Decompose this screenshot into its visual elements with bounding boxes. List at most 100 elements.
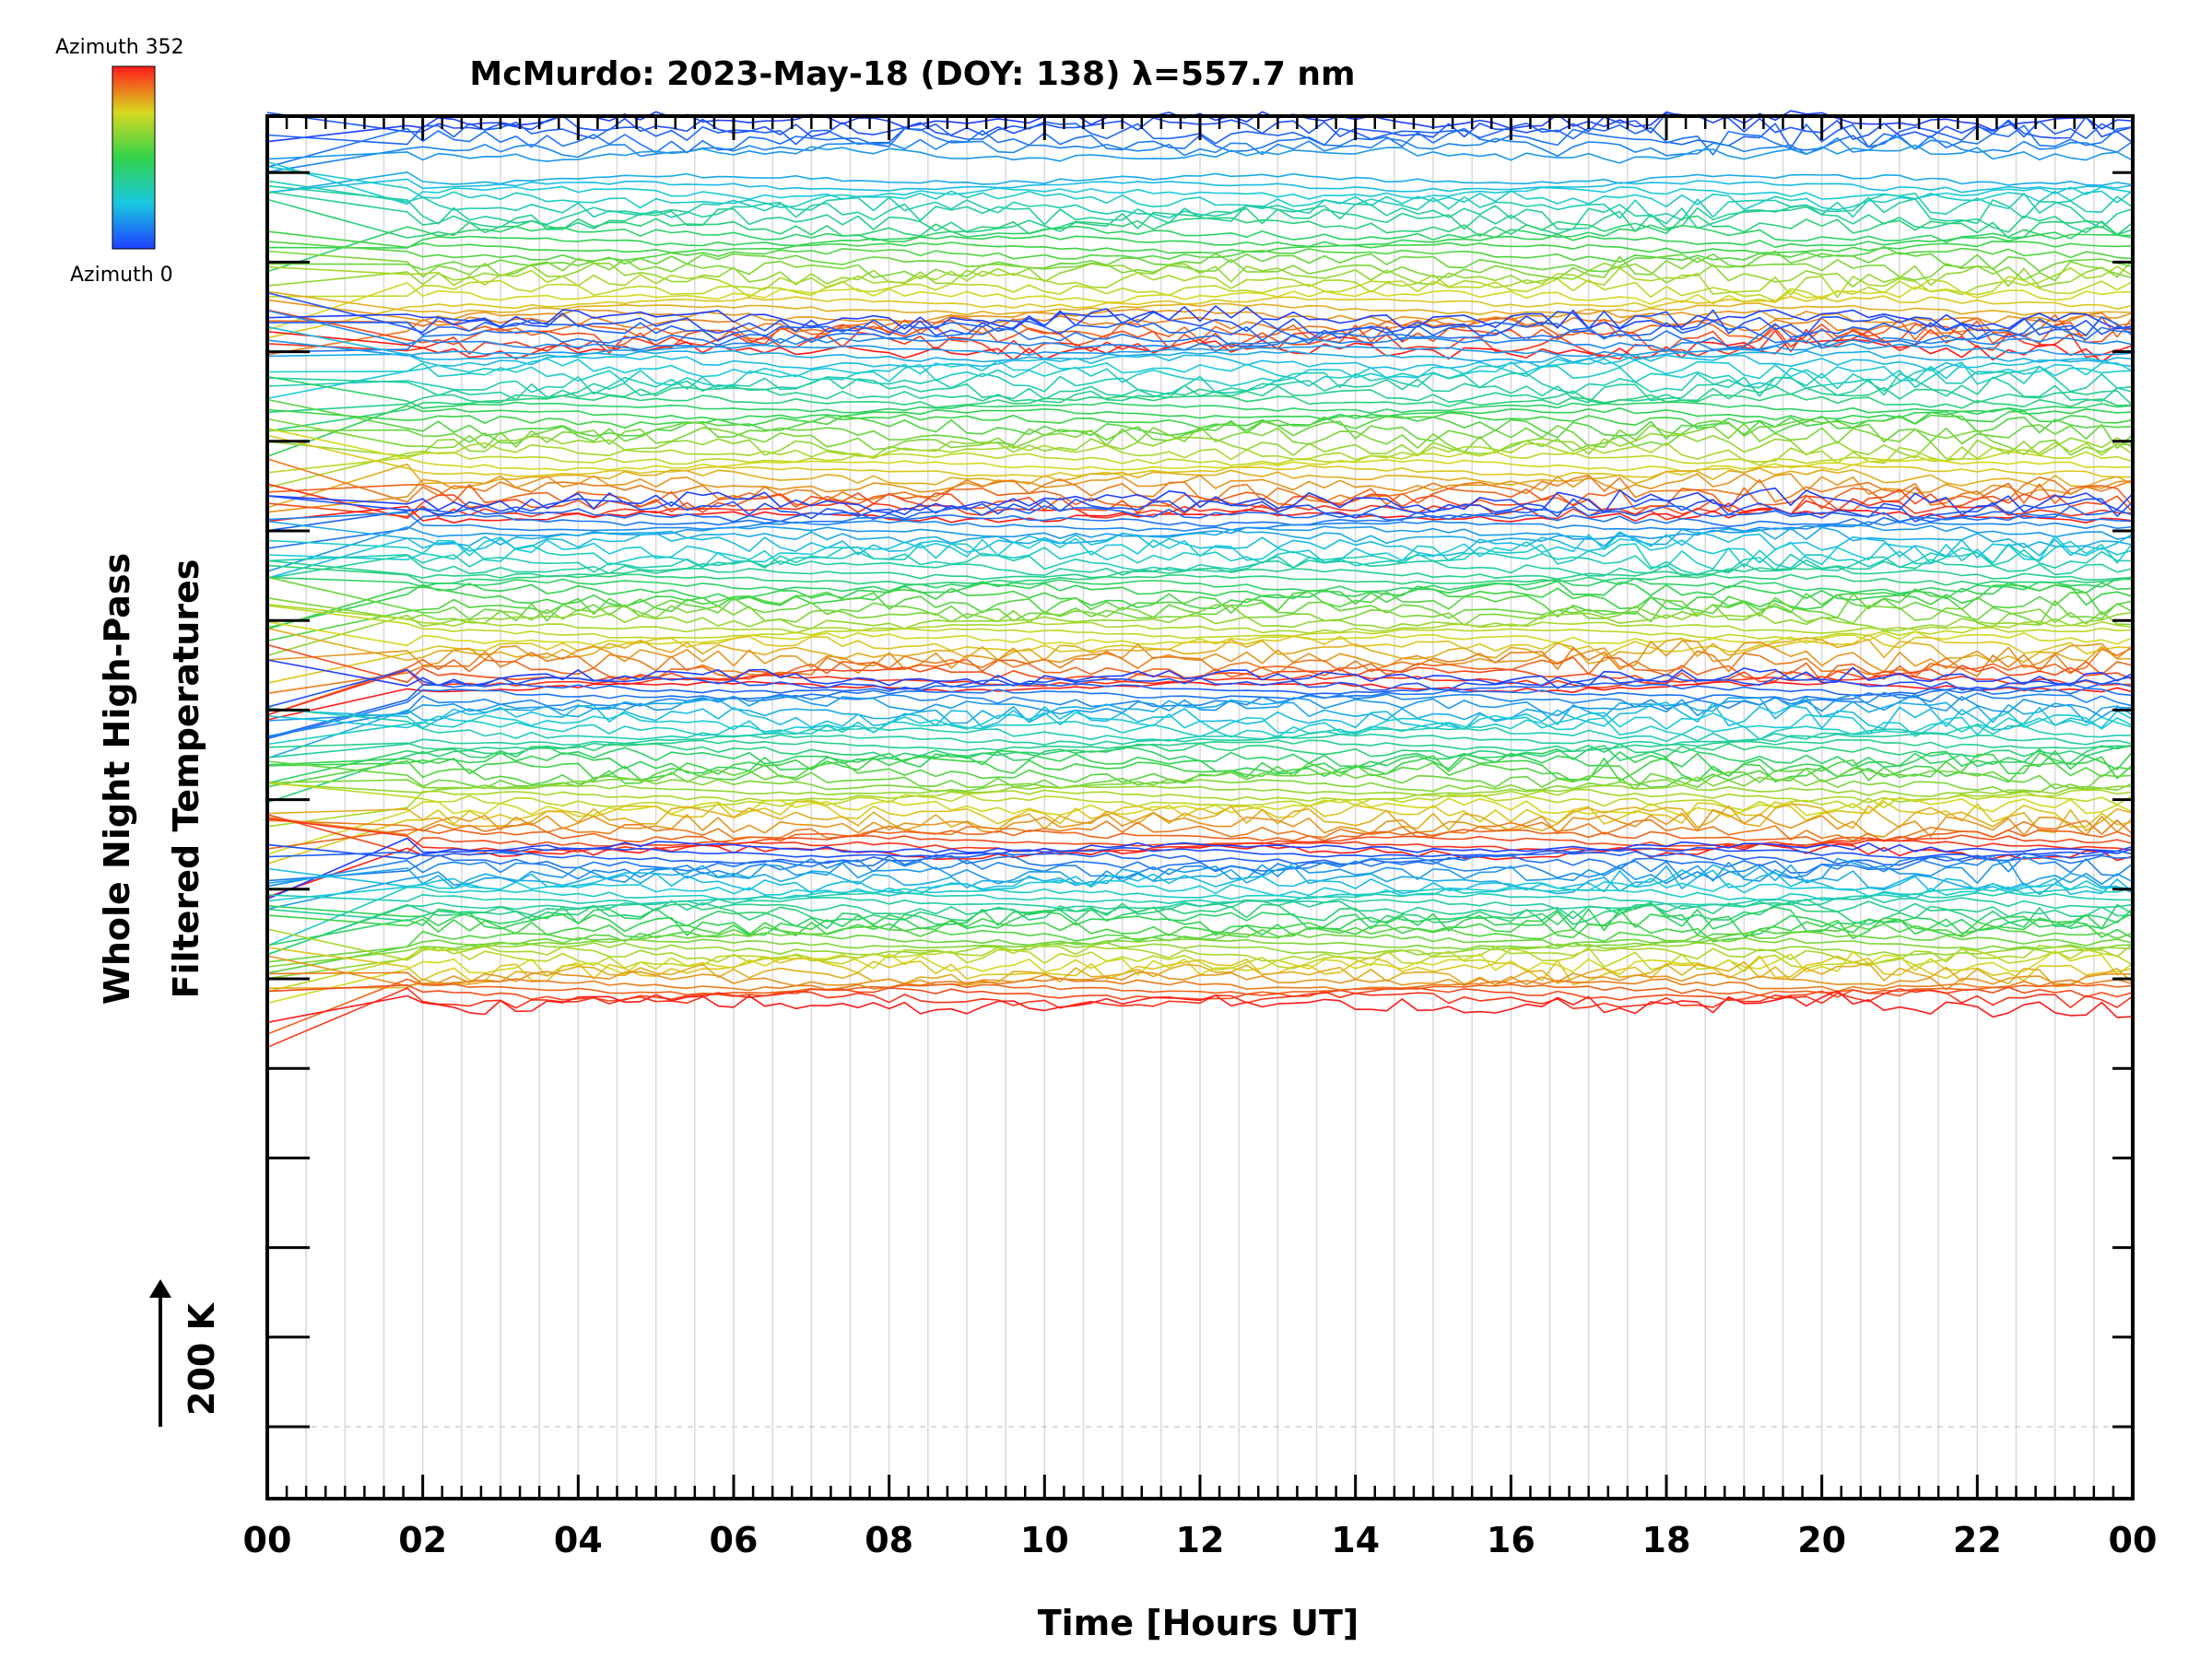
x-tick-label: 22 <box>1953 1520 2002 1560</box>
series-line <box>266 818 2134 842</box>
series-line <box>266 712 2134 737</box>
series-line <box>266 178 2134 194</box>
colorbar <box>112 65 156 250</box>
series-line <box>266 576 2134 594</box>
series-line <box>266 627 2133 665</box>
series-line <box>266 328 2134 360</box>
x-tick-label: 00 <box>243 1520 292 1560</box>
series-line <box>266 923 2134 974</box>
series-line <box>266 488 2134 518</box>
series-line <box>266 611 2134 657</box>
series-line <box>266 797 2134 855</box>
series-line <box>266 643 2134 685</box>
x-tick-label: 14 <box>1331 1520 1380 1560</box>
series-line <box>266 191 2134 236</box>
series-line <box>266 716 2134 746</box>
series-line <box>266 534 2134 566</box>
series-line <box>266 325 2134 372</box>
series-line <box>266 829 2134 850</box>
series-line <box>266 290 2134 316</box>
series-line <box>266 691 2134 737</box>
series-line <box>266 505 2134 532</box>
series-line <box>266 682 2134 738</box>
series-line <box>266 305 2134 332</box>
series-line <box>266 473 2134 513</box>
y-axis-label-line1: Whole Night High-Pass <box>97 553 137 1005</box>
series-line <box>266 640 2134 673</box>
series-line <box>266 818 2134 853</box>
series-line <box>266 914 2134 943</box>
series-line <box>266 803 2134 834</box>
series-line <box>266 495 2134 523</box>
series-line <box>266 960 2134 989</box>
series-line <box>266 349 2134 363</box>
series-line <box>266 233 2134 249</box>
series-line <box>266 742 2134 804</box>
series-line <box>266 512 2134 549</box>
series-line <box>266 559 2134 582</box>
series-line <box>266 385 2134 414</box>
series-line <box>266 451 2134 474</box>
series-line <box>266 310 2134 352</box>
series-line <box>266 931 2134 963</box>
x-tick-label: 02 <box>398 1520 447 1560</box>
series-line <box>266 313 2134 343</box>
series-line <box>266 732 2134 759</box>
series-line <box>266 576 2134 626</box>
series-line <box>266 375 2134 415</box>
series-line <box>266 520 2134 548</box>
series-line <box>266 259 2134 288</box>
series-line <box>266 947 2134 993</box>
series-line <box>266 165 2134 211</box>
series-line <box>266 531 2134 580</box>
series-line <box>266 990 2134 1024</box>
series-line <box>266 604 2134 634</box>
series-line <box>266 198 2134 240</box>
series-line <box>266 760 2134 791</box>
series-line <box>266 853 2134 882</box>
series-line <box>266 432 2134 461</box>
series-line <box>266 857 2134 911</box>
x-tick-label: 12 <box>1176 1520 1225 1560</box>
series-line <box>266 483 2134 521</box>
x-tick-label: 18 <box>1642 1520 1691 1560</box>
series-line <box>266 487 2134 516</box>
series-line <box>266 788 2134 828</box>
series-line <box>266 877 2134 902</box>
series-line <box>266 230 2134 254</box>
series-line <box>266 405 2134 457</box>
x-tick-label: 20 <box>1797 1520 1846 1560</box>
series-line <box>266 339 2134 358</box>
series-line <box>266 808 2134 838</box>
x-tick-label: 10 <box>1020 1520 1069 1560</box>
x-tick-labels: 00 02 04 06 08 10 12 14 16 18 20 22 00 <box>243 1520 2158 1560</box>
series-line <box>266 583 2134 630</box>
series-line <box>266 120 2134 149</box>
series-line <box>266 941 2134 980</box>
series-line <box>266 295 2134 339</box>
series-line <box>266 309 2134 353</box>
series-line <box>266 759 2134 789</box>
series-line <box>266 291 2134 337</box>
chart-title: McMurdo: 2023-May-18 (DOY: 138) λ=557.7 … <box>469 55 1355 93</box>
series-line <box>266 850 2134 866</box>
series-line <box>266 902 2134 956</box>
series-line <box>266 160 2134 206</box>
series-line <box>266 250 2134 282</box>
series-line <box>266 620 2134 647</box>
series-line <box>266 393 2134 432</box>
series-line <box>266 738 2134 753</box>
series-line <box>266 901 2134 947</box>
axis-ticks <box>265 116 2135 1499</box>
series-line <box>266 605 2134 641</box>
scale-label: 200 K <box>182 1301 222 1416</box>
series-line <box>266 482 2134 512</box>
series-line <box>266 696 2134 759</box>
series-line <box>266 744 2134 784</box>
series-line <box>266 843 2134 860</box>
series-line <box>266 144 2134 164</box>
x-axis-label: Time [Hours UT] <box>1038 1603 1359 1643</box>
series-line <box>266 418 2134 456</box>
series-line <box>266 180 2134 221</box>
series-line <box>266 366 2134 397</box>
